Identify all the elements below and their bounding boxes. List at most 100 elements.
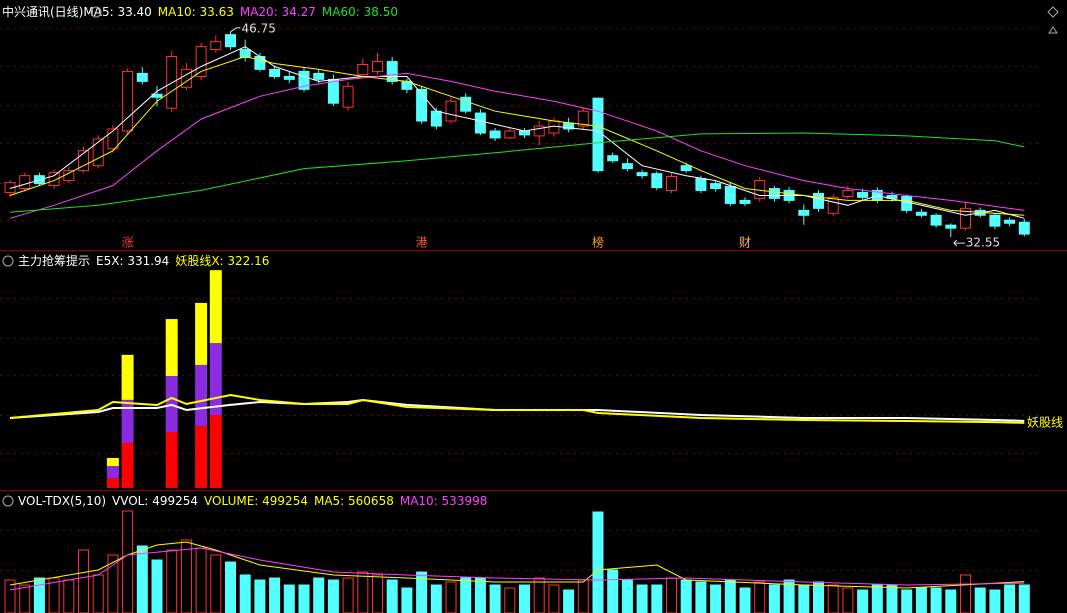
volume-bar xyxy=(754,581,766,613)
candle-body xyxy=(372,61,383,72)
volume-bar xyxy=(283,584,295,613)
stacked-bar-segment xyxy=(106,466,119,478)
volume-bar xyxy=(313,577,325,613)
candle-body xyxy=(298,70,310,90)
volume-bar xyxy=(504,587,516,613)
indicator-line xyxy=(9,393,1025,424)
legend-separator: : xyxy=(356,5,364,19)
candle-body xyxy=(901,195,913,211)
volume-bar xyxy=(342,577,354,613)
candle-body xyxy=(122,70,134,132)
volume-bar xyxy=(210,554,222,613)
legend-name: VOLUME xyxy=(204,494,254,508)
volume-bar xyxy=(180,539,192,613)
candle-body xyxy=(519,130,530,136)
legend-value: 533998 xyxy=(442,494,488,508)
legend-name: MA60 xyxy=(322,5,356,19)
candle-body xyxy=(180,68,192,88)
pane-toggle[interactable] xyxy=(90,6,102,18)
candle-body xyxy=(680,165,692,172)
volume-bar xyxy=(548,584,560,613)
candle-body xyxy=(430,110,442,127)
candle-body xyxy=(710,183,722,190)
legend-name: MA5 xyxy=(83,5,109,19)
candle-body xyxy=(48,172,60,187)
stacked-bar-segment xyxy=(195,364,208,426)
candle-body xyxy=(504,130,516,139)
candle-body xyxy=(92,138,104,167)
legend-name: E5X xyxy=(96,254,119,268)
legend-separator: : xyxy=(254,494,262,508)
pane-header: 主力抢筹提示 E5X: 331.94 妖股线X: 322.16 xyxy=(18,253,269,268)
candle-body xyxy=(78,150,89,172)
legend-separator: : xyxy=(192,5,200,19)
indicator-line xyxy=(9,55,1025,216)
legend-value: 322.16 xyxy=(227,254,269,268)
volume-bar xyxy=(768,584,780,613)
volume-bar xyxy=(166,549,178,613)
pane-toggle[interactable] xyxy=(2,495,14,507)
indicator-line xyxy=(9,132,1025,213)
candle-body xyxy=(63,170,75,182)
pane-title: 主力抢筹提示 xyxy=(18,253,90,268)
legend-name: VVOL xyxy=(112,494,145,508)
indicator-line xyxy=(9,72,1025,219)
volume-bar xyxy=(225,561,236,613)
candle-body xyxy=(827,196,839,214)
legend-separator: : xyxy=(340,494,348,508)
volume-bar xyxy=(695,581,707,613)
pane-toggle[interactable] xyxy=(2,255,14,267)
legend-value: 33.40 xyxy=(117,5,151,19)
volume-bar xyxy=(460,577,472,613)
candle-body xyxy=(195,46,207,77)
volume-bar xyxy=(563,589,575,613)
collapse-icon[interactable] xyxy=(1048,26,1058,34)
volume-bar xyxy=(930,587,942,613)
candle-body xyxy=(798,209,810,216)
stacked-bar-segment xyxy=(165,432,178,488)
volume-bar xyxy=(710,584,722,613)
low-annotation: 32.55 xyxy=(966,236,1000,250)
legend-separator: : xyxy=(144,494,152,508)
candle-body xyxy=(577,110,589,127)
candle-body xyxy=(724,186,736,204)
volume-bar xyxy=(63,579,75,613)
event-marker: 财 xyxy=(739,236,751,250)
candle-body xyxy=(239,49,251,59)
legend-value: 560658 xyxy=(348,494,394,508)
candle-body xyxy=(342,85,354,108)
volume-bar xyxy=(827,584,839,613)
candle-body xyxy=(945,224,957,229)
candle-body xyxy=(489,130,501,139)
candle-body xyxy=(813,192,824,209)
volume-bar xyxy=(474,577,486,613)
menu-icon[interactable] xyxy=(1047,6,1059,18)
volume-bar xyxy=(151,559,163,613)
stacked-bar-segment xyxy=(209,343,222,416)
stacked-bar-segment xyxy=(106,457,119,467)
volume-bar xyxy=(1018,584,1030,613)
legend-separator: : xyxy=(110,5,118,19)
candle-body xyxy=(416,88,428,122)
volume-bar xyxy=(357,571,369,613)
candle-body xyxy=(768,188,780,199)
volume-bar xyxy=(122,510,134,613)
stacked-bar-segment xyxy=(121,399,134,443)
volume-bar xyxy=(489,584,501,613)
candle-body xyxy=(739,199,751,204)
stacked-bar-segment xyxy=(209,270,222,344)
candle-body xyxy=(621,163,633,170)
candle-body xyxy=(283,75,295,80)
candle-body xyxy=(357,63,369,75)
pane-title: VOL-TDX(5,10) xyxy=(18,494,106,508)
annotation-leader xyxy=(230,27,241,33)
volume-bar xyxy=(960,574,971,613)
high-annotation: 46.75 xyxy=(242,21,276,35)
stacked-bar-segment xyxy=(195,302,208,365)
volume-bar xyxy=(945,589,957,613)
volume-bar xyxy=(195,547,207,613)
event-marker: 涨 xyxy=(122,235,134,250)
candle-body xyxy=(989,214,1001,227)
legend-value: 499254 xyxy=(262,494,308,508)
volume-bar xyxy=(1004,584,1016,613)
